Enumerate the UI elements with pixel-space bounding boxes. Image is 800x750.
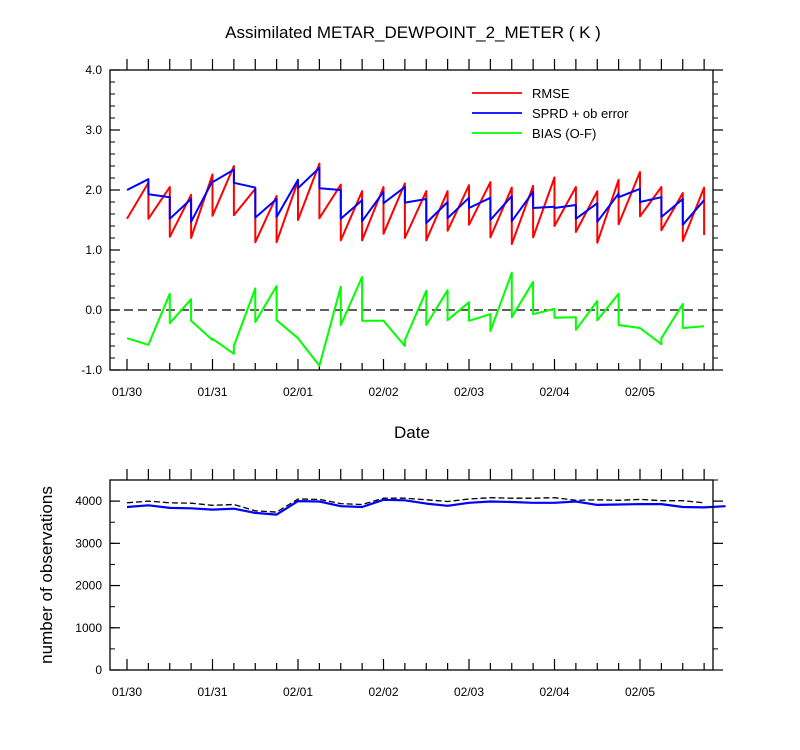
series-line-bias-o-f bbox=[126, 271, 705, 367]
legend-label: RMSE bbox=[532, 86, 570, 101]
y-tick-label: 3000 bbox=[75, 536, 102, 550]
x-tick-label: 01/31 bbox=[197, 685, 227, 699]
y-tick-label: 4000 bbox=[75, 494, 102, 508]
y-tick-label: 1.0 bbox=[85, 243, 102, 257]
y-tick-label: 0 bbox=[95, 663, 102, 677]
y-tick-label: 0.0 bbox=[85, 303, 102, 317]
y-tick-label: 4.0 bbox=[85, 63, 102, 77]
x-tick-label: 02/03 bbox=[454, 385, 484, 399]
x-tick-label: 02/05 bbox=[625, 685, 655, 699]
bottom-plot-series bbox=[126, 497, 726, 516]
top-y-tick-labels: 4.0 3.0 2.0 1.0 0.0 -1.0 bbox=[81, 63, 102, 377]
x-tick-label: 02/05 bbox=[625, 385, 655, 399]
bottom-y-axis-title: number of observations bbox=[37, 486, 56, 664]
bottom-x-tick-labels: 01/30 01/31 02/01 02/02 02/03 02/04 02/05 bbox=[112, 685, 655, 699]
top-plot-series bbox=[110, 162, 713, 367]
bottom-plot-ticks bbox=[110, 469, 723, 671]
legend-label: SPRD + ob error bbox=[532, 106, 629, 121]
y-tick-label: 3.0 bbox=[85, 123, 102, 137]
series-line-possible bbox=[126, 497, 705, 513]
top-x-axis-title: Date bbox=[394, 423, 430, 442]
legend-label: BIAS (O-F) bbox=[532, 126, 596, 141]
bottom-plot-panel: 4000 3000 2000 1000 0 01/30 01/31 02/01 02/02 02… bbox=[37, 469, 726, 699]
x-tick-label: 02/04 bbox=[539, 685, 569, 699]
y-tick-label: -1.0 bbox=[81, 363, 102, 377]
x-tick-label: 01/31 bbox=[197, 385, 227, 399]
x-tick-label: 02/01 bbox=[283, 685, 313, 699]
x-tick-label: 02/02 bbox=[368, 385, 398, 399]
series-line-rmse bbox=[126, 162, 706, 245]
x-tick-label: 02/04 bbox=[539, 385, 569, 399]
chart-legend: RMSE SPRD + ob error BIAS (O-F) bbox=[472, 86, 629, 141]
x-tick-label: 01/30 bbox=[112, 385, 142, 399]
chart-title: Assimilated METAR_DEWPOINT_2_METER ( K ) bbox=[225, 23, 601, 42]
y-tick-label: 1000 bbox=[75, 621, 102, 635]
x-tick-label: 01/30 bbox=[112, 685, 142, 699]
bottom-y-tick-labels: 4000 3000 2000 1000 0 bbox=[75, 494, 102, 677]
top-plot-panel: 4.0 3.0 2.0 1.0 0.0 -1.0 01/30 01/31 02/01 02/02… bbox=[81, 59, 723, 442]
series-line-assimilated bbox=[126, 498, 726, 516]
x-tick-label: 02/03 bbox=[454, 685, 484, 699]
x-tick-label: 02/02 bbox=[368, 685, 398, 699]
top-plot-ticks bbox=[110, 59, 723, 371]
y-tick-label: 2.0 bbox=[85, 183, 102, 197]
x-tick-label: 02/01 bbox=[283, 385, 313, 399]
top-x-tick-labels: 01/30 01/31 02/01 02/02 02/03 02/04 02/05 bbox=[112, 385, 655, 399]
series-line-sprd-ob-error bbox=[126, 166, 705, 226]
bottom-plot-frame bbox=[109, 479, 714, 671]
top-plot-frame bbox=[109, 69, 714, 371]
y-tick-label: 2000 bbox=[75, 579, 102, 593]
